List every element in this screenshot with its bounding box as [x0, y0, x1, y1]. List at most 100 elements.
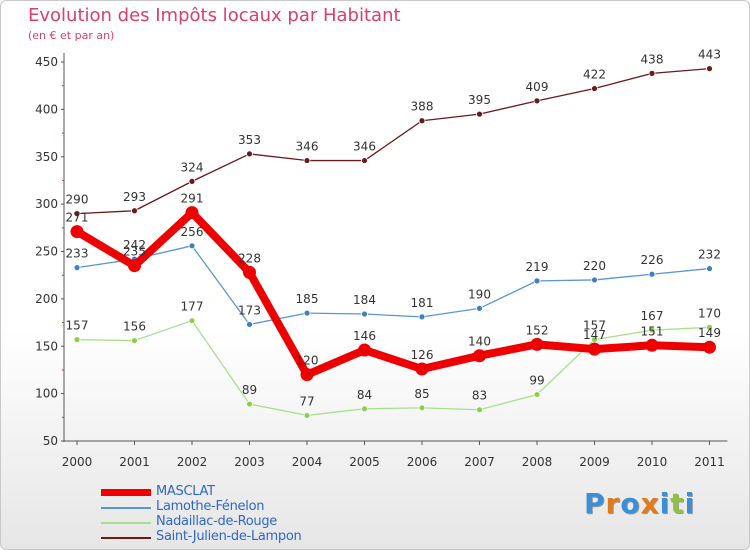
labels-layer: 290 293 324 353 346 346 388 395 409 422 438 443 233 2…: [66, 48, 721, 409]
x-tick-label: 2000: [62, 455, 93, 469]
y-tick-label: 300: [35, 197, 58, 211]
series-line-saint-julien-de-lampon: [76, 67, 711, 215]
data-point-nadaillac-de-rouge: [648, 326, 656, 334]
data-label-saint-julien-de-lampon: 443: [698, 48, 721, 62]
data-label-saint-julien-de-lampon: 293: [123, 190, 146, 204]
y-tick-label: 450: [35, 55, 58, 69]
y-tick-label: 200: [35, 292, 58, 306]
logo-letter: i: [659, 487, 671, 520]
data-point-nadaillac-de-rouge: [706, 323, 713, 331]
y-tick-label: 250: [35, 245, 58, 259]
legend-label-lamothe-fenelon: Lamothe-Fénelon: [156, 499, 265, 514]
data-point-nadaillac-de-rouge: [246, 400, 253, 408]
data-point-lamothe-fenelon: [188, 242, 196, 250]
data-point-saint-julien-de-lampon: [303, 157, 311, 164]
data-label-lamothe-fenelon: 232: [698, 248, 721, 262]
legend-swatch-nadaillac-de-rouge: [101, 522, 151, 524]
data-point-lamothe-fenelon: [533, 277, 541, 285]
chart-title: Evolution des Impôts locaux par Habitant: [28, 5, 401, 26]
data-label-lamothe-fenelon: 173: [238, 303, 261, 317]
data-label-masclat: 147: [583, 328, 606, 342]
legend-label-nadaillac-de-rouge: Nadaillac-de-Rouge: [156, 514, 277, 529]
data-label-lamothe-fenelon: 181: [411, 296, 434, 310]
data-label-nadaillac-de-rouge: 83: [472, 389, 487, 403]
data-point-lamothe-fenelon: [476, 304, 483, 312]
data-point-nadaillac-de-rouge: [131, 337, 138, 344]
data-point-nadaillac-de-rouge: [188, 317, 196, 325]
x-tick-label: 2004: [292, 455, 323, 469]
data-point-lamothe-fenelon: [418, 313, 426, 321]
data-point-nadaillac-de-rouge: [73, 336, 81, 344]
data-label-saint-julien-de-lampon: 409: [526, 80, 549, 94]
data-point-saint-julien-de-lampon: [73, 210, 81, 218]
data-label-saint-julien-de-lampon: 324: [181, 160, 204, 174]
data-point-nadaillac-de-rouge: [303, 412, 311, 419]
data-label-masclat: 235: [123, 245, 146, 259]
data-point-saint-julien-de-lampon: [476, 110, 483, 118]
data-point-saint-julien-de-lampon: [706, 65, 713, 73]
legend-label-saint-julien-de-lampon: Saint-Julien-de-Lampon: [156, 529, 302, 544]
data-point-lamothe-fenelon: [73, 264, 81, 272]
logo-letter: t: [670, 487, 685, 520]
series-line-masclat: [73, 208, 714, 379]
data-label-lamothe-fenelon: 226: [641, 253, 664, 267]
data-point-masclat: [588, 342, 601, 356]
data-point-masclat: [300, 368, 314, 382]
data-label-nadaillac-de-rouge: 84: [357, 388, 372, 402]
x-tick-label: 2006: [407, 455, 438, 469]
series-layer: [70, 65, 716, 419]
data-point-saint-julien-de-lampon: [246, 150, 253, 158]
data-label-nadaillac-de-rouge: 177: [181, 300, 204, 314]
y-tick-label: 100: [35, 387, 58, 401]
y-tick-label: 150: [35, 339, 58, 353]
x-tick-label: 2001: [119, 455, 150, 469]
data-point-lamothe-fenelon: [706, 265, 713, 272]
data-label-masclat: 228: [238, 251, 261, 265]
logo-letter: o: [620, 487, 641, 520]
data-label-lamothe-fenelon: 185: [296, 292, 319, 306]
data-label-saint-julien-de-lampon: 395: [468, 93, 491, 107]
data-label-saint-julien-de-lampon: 353: [238, 133, 261, 147]
x-tick-label: 2010: [637, 455, 668, 469]
legend-swatch-saint-julien-de-lampon: [101, 537, 151, 539]
logo-letter: i: [684, 487, 696, 520]
data-point-masclat: [70, 225, 84, 239]
data-label-masclat: 149: [698, 326, 721, 340]
data-label-lamothe-fenelon: 233: [66, 247, 89, 261]
data-point-nadaillac-de-rouge: [476, 406, 483, 414]
data-point-lamothe-fenelon: [361, 310, 368, 318]
data-point-lamothe-fenelon: [648, 270, 656, 278]
data-point-masclat: [185, 206, 199, 220]
x-tick-label: 2003: [234, 455, 265, 469]
data-point-saint-julien-de-lampon: [591, 85, 598, 92]
data-point-nadaillac-de-rouge: [418, 404, 426, 412]
data-label-nadaillac-de-rouge: 89: [242, 383, 257, 397]
data-label-masclat: 140: [468, 335, 491, 349]
data-label-masclat: 120: [296, 354, 319, 368]
data-label-masclat: 152: [526, 323, 549, 337]
data-label-lamothe-fenelon: 219: [526, 260, 549, 274]
legend-swatch-lamothe-fenelon: [101, 507, 151, 509]
data-label-nadaillac-de-rouge: 99: [529, 374, 544, 388]
data-point-lamothe-fenelon: [303, 309, 311, 317]
x-tick-label: 2002: [177, 455, 208, 469]
legend-label-masclat: MASCLAT: [156, 484, 215, 499]
data-point-nadaillac-de-rouge: [361, 405, 368, 413]
data-label-masclat: 291: [181, 192, 204, 206]
data-point-masclat: [358, 343, 371, 357]
data-point-saint-julien-de-lampon: [131, 207, 138, 215]
data-label-nadaillac-de-rouge: 77: [299, 394, 314, 408]
data-point-saint-julien-de-lampon: [361, 157, 368, 164]
data-point-lamothe-fenelon: [591, 276, 598, 284]
data-point-masclat: [530, 337, 544, 351]
x-tick-label: 2007: [464, 455, 495, 469]
data-point-masclat: [645, 338, 659, 352]
data-point-saint-julien-de-lampon: [533, 97, 541, 105]
data-point-masclat: [473, 349, 486, 363]
data-label-masclat: 271: [66, 211, 89, 225]
data-label-nadaillac-de-rouge: 170: [698, 306, 721, 320]
logo-letter: P: [584, 487, 606, 520]
data-point-masclat: [703, 340, 716, 354]
